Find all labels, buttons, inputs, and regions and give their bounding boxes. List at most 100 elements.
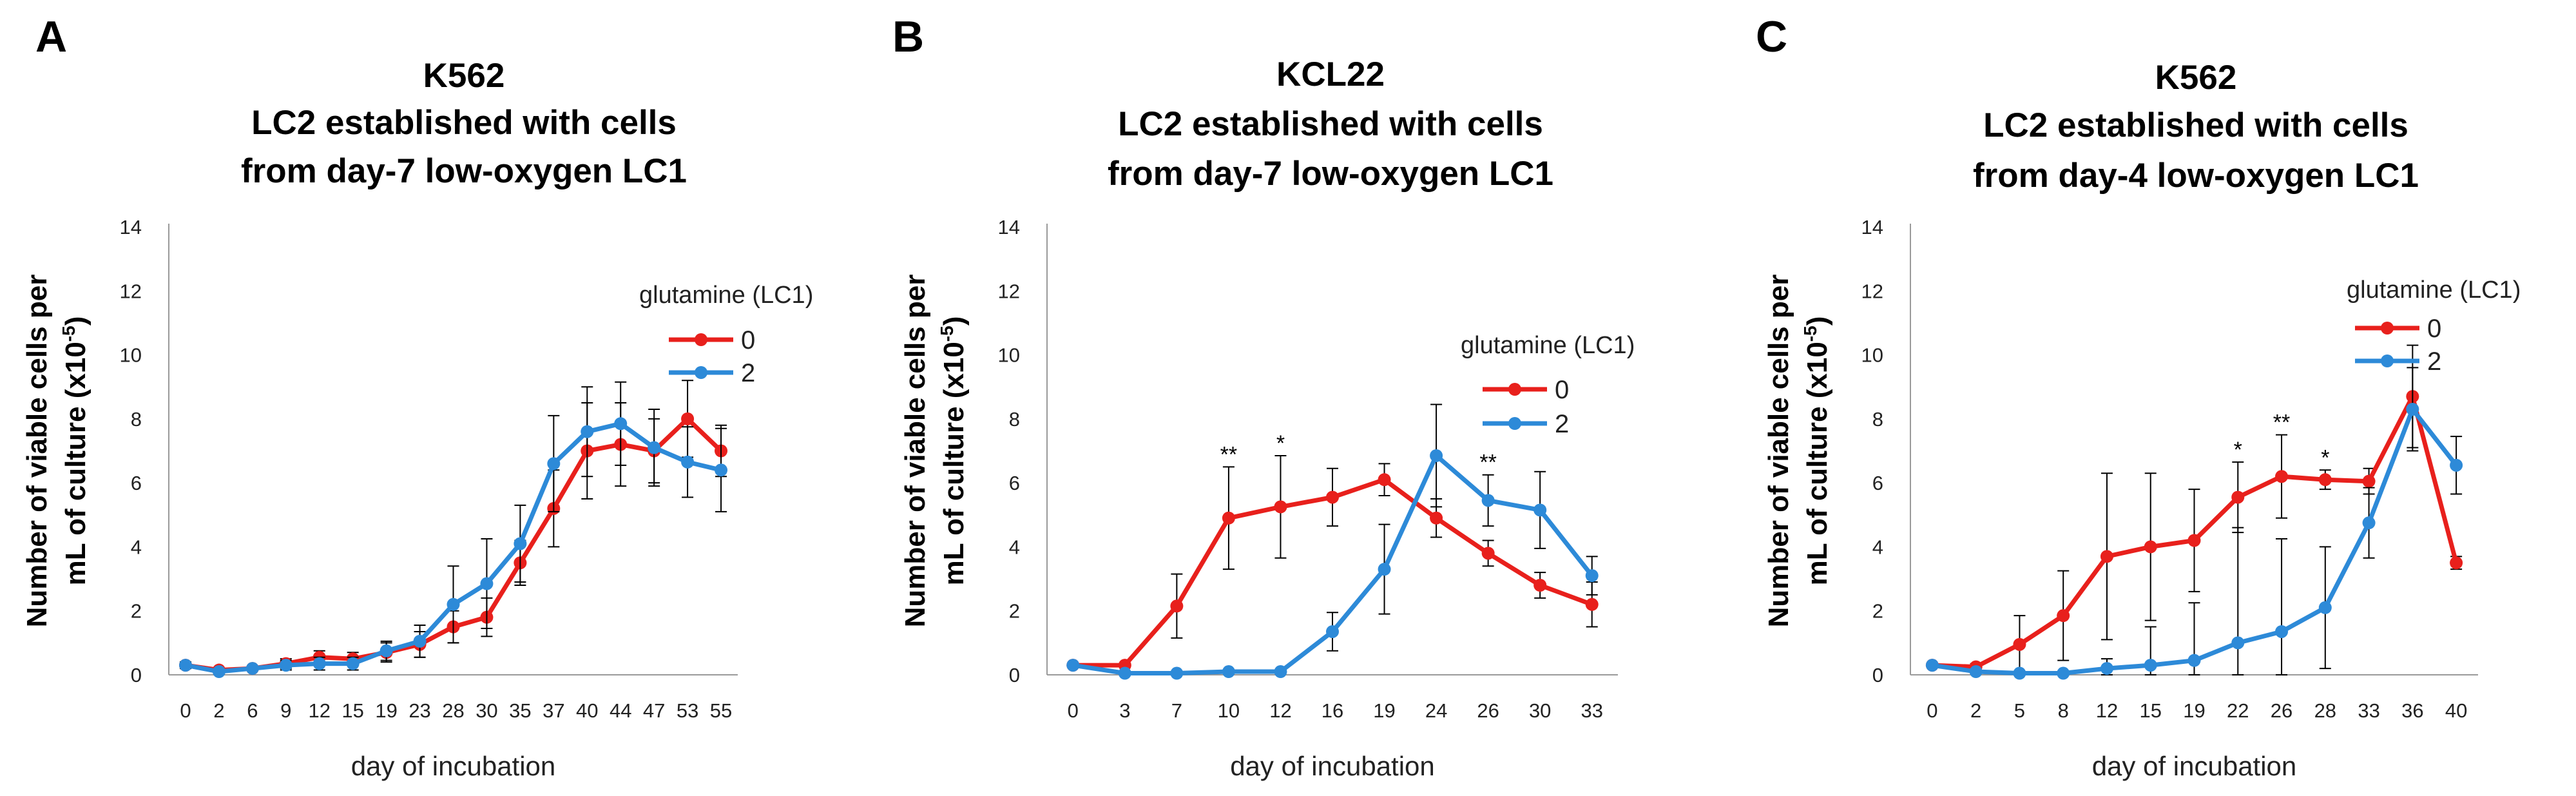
data-point bbox=[1066, 659, 1080, 672]
x-tick-label: 23 bbox=[409, 699, 430, 722]
data-point bbox=[212, 665, 226, 679]
data-point bbox=[681, 455, 695, 469]
y-tick-label: 12 bbox=[1861, 280, 1883, 302]
data-point bbox=[1585, 597, 1599, 611]
chart-title-line: K562 bbox=[2155, 59, 2237, 97]
data-point bbox=[2100, 662, 2113, 675]
x-axis-label: day of incubation bbox=[1230, 751, 1435, 781]
data-point bbox=[1481, 494, 1495, 507]
x-tick-label: 8 bbox=[2058, 699, 2069, 722]
data-point bbox=[2144, 540, 2157, 554]
data-point bbox=[2275, 625, 2289, 638]
x-tick-label: 26 bbox=[2271, 699, 2292, 722]
data-point bbox=[1378, 563, 1391, 576]
legend-label: 0 bbox=[2427, 315, 2441, 343]
x-tick-label: 6 bbox=[247, 699, 258, 722]
x-tick-label: 28 bbox=[442, 699, 464, 722]
data-point bbox=[1222, 511, 1235, 525]
y-tick-label: 0 bbox=[1872, 664, 1883, 686]
data-point bbox=[279, 659, 293, 672]
x-tick-label: 44 bbox=[610, 699, 631, 722]
chart-panel-c: C K562 LC2 established with cells from day-… bbox=[1756, 12, 2521, 781]
y-tick-label: 14 bbox=[998, 216, 1020, 238]
significance-annotation: * bbox=[1276, 431, 1285, 456]
x-tick-label: 19 bbox=[1373, 699, 1395, 722]
data-point bbox=[2362, 474, 2376, 488]
data-point bbox=[1274, 500, 1287, 514]
data-point bbox=[2013, 637, 2026, 651]
legend-title: glutamine (LC1) bbox=[1461, 332, 1635, 359]
x-tick-label: 0 bbox=[1068, 699, 1079, 722]
legend-label: 0 bbox=[1555, 376, 1569, 404]
legend-label: 2 bbox=[1555, 410, 1569, 438]
significance-annotation: ** bbox=[1220, 442, 1237, 467]
y-tick-label: 10 bbox=[1861, 344, 1883, 367]
y-tick-label: 2 bbox=[1872, 600, 1883, 623]
x-tick-label: 19 bbox=[2183, 699, 2205, 722]
y-axis-label: Number of viable cells per mL of culture … bbox=[899, 275, 970, 628]
legend-entry-0: 0 bbox=[669, 326, 755, 354]
x-tick-label: 28 bbox=[2314, 699, 2336, 722]
x-tick-label: 22 bbox=[2227, 699, 2249, 722]
y-tick-label: 4 bbox=[1009, 536, 1020, 558]
chart-title-line: from day-7 low-oxygen LC1 bbox=[1108, 155, 1553, 193]
legend-title: glutamine (LC1) bbox=[639, 282, 813, 309]
legend-title: glutamine (LC1) bbox=[2347, 277, 2521, 304]
data-point bbox=[1170, 666, 1184, 680]
x-tick-label: 0 bbox=[1927, 699, 1937, 722]
data-point bbox=[2187, 654, 2201, 667]
x-tick-label: 33 bbox=[2358, 699, 2379, 722]
y-tick-label: 4 bbox=[131, 536, 142, 558]
series-2 bbox=[1925, 367, 2463, 680]
y-axis-label-line: Number of viable cells per bbox=[899, 275, 931, 628]
y-tick-label: 2 bbox=[1009, 600, 1020, 623]
y-axis-label-line: mL of culture (x10-5) bbox=[937, 316, 970, 586]
y-tick-label: 0 bbox=[1009, 664, 1020, 686]
data-point bbox=[2231, 490, 2245, 504]
data-point bbox=[1222, 665, 1235, 679]
data-point bbox=[2275, 470, 2289, 483]
legend-swatch-marker bbox=[2381, 322, 2394, 335]
significance-annotation: ** bbox=[1479, 451, 1496, 475]
x-tick-label: 3 bbox=[1119, 699, 1130, 722]
x-tick-label: 24 bbox=[1425, 699, 1447, 722]
data-point bbox=[480, 577, 494, 590]
x-tick-label: 55 bbox=[710, 699, 732, 722]
x-tick-label: 53 bbox=[677, 699, 698, 722]
data-point bbox=[2100, 550, 2113, 563]
legend-swatch-marker bbox=[2381, 354, 2394, 367]
legend: glutamine (LC1) 0 2 bbox=[1461, 332, 1635, 438]
data-point bbox=[1326, 490, 1339, 504]
legend-label: 2 bbox=[741, 359, 755, 387]
data-point bbox=[1969, 665, 1983, 679]
y-tick-label: 12 bbox=[998, 280, 1020, 302]
x-tick-label: 16 bbox=[1322, 699, 1343, 722]
chart-title-line: LC2 established with cells bbox=[1983, 106, 2408, 144]
y-tick-label: 10 bbox=[998, 344, 1020, 367]
x-tick-label: 12 bbox=[1269, 699, 1291, 722]
data-point bbox=[1430, 449, 1443, 462]
y-tick-label: 10 bbox=[120, 344, 142, 367]
data-point bbox=[1533, 579, 1547, 592]
x-tick-label: 12 bbox=[2096, 699, 2118, 722]
data-point bbox=[1326, 625, 1339, 638]
x-tick-label: 26 bbox=[1477, 699, 1499, 722]
x-tick-label: 7 bbox=[1171, 699, 1182, 722]
y-tick-label: 8 bbox=[1009, 408, 1020, 431]
y-tick-label: 2 bbox=[131, 600, 142, 623]
x-tick-label: 12 bbox=[308, 699, 330, 722]
chart-title-line: from day-4 low-oxygen LC1 bbox=[1973, 157, 2419, 195]
x-tick-label: 15 bbox=[341, 699, 363, 722]
y-axis-label: Number of viable cells per mL of culture … bbox=[21, 275, 91, 628]
data-point bbox=[413, 634, 427, 648]
y-tick-label: 8 bbox=[1872, 408, 1883, 431]
series-2 bbox=[1066, 403, 1599, 680]
y-tick-label: 8 bbox=[131, 408, 142, 431]
legend-swatch-marker bbox=[1508, 383, 1521, 396]
significance-annotation: ** bbox=[2273, 411, 2290, 435]
panel-letter: A bbox=[35, 12, 67, 61]
y-tick-label: 14 bbox=[120, 216, 142, 238]
data-point bbox=[2187, 534, 2201, 547]
y-axis-label-line: Number of viable cells per bbox=[1763, 275, 1794, 628]
